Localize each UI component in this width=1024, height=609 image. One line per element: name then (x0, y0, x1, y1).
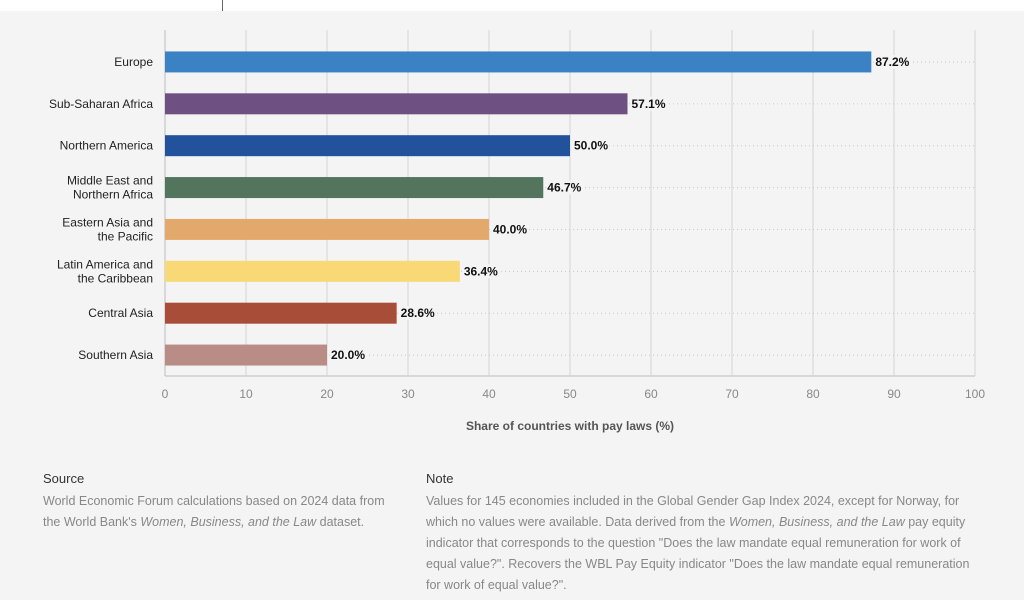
note-text-part: pay equity indicator that corresponds to… (426, 515, 970, 592)
category-label-line: Northern Africa (73, 188, 153, 202)
bar-value-label: 28.6% (401, 306, 435, 320)
chart-ticks: 0 10 20 30 40 50 60 70 80 90 100 Europe Sub-Saharan … (49, 55, 985, 401)
note-block: Note Values for 145 economies included i… (426, 468, 986, 596)
note-text-italic: Women, Business, and the Law (728, 515, 905, 529)
chart-grid (164, 30, 976, 377)
x-tick-label: 20 (320, 387, 334, 401)
category-label-line: Southern Asia (78, 348, 153, 362)
bar-value-bg (399, 306, 437, 321)
category-label-line: Latin America and (57, 257, 153, 271)
source-block: Source World Economic Forum calculations… (43, 468, 388, 533)
bar-value-label: 20.0% (331, 348, 365, 362)
bar-value-label: 57.1% (632, 97, 666, 111)
bar-value-bg (874, 54, 911, 69)
bar-chart: 87.2% 57.1% 50.0% 46.7% 40.0% 36.4% 28.6% 20.0%… (49, 30, 985, 433)
x-tick-label: 80 (806, 387, 820, 401)
category-label-line: Central Asia (88, 306, 153, 320)
bar-value-label: 40.0% (493, 222, 527, 236)
category-label: Central Asia (88, 306, 153, 320)
bar-value-label: 46.7% (547, 181, 581, 195)
bar (165, 93, 628, 115)
bar (165, 177, 544, 199)
x-tick-label: 0 (162, 387, 169, 401)
x-tick-label: 40 (482, 387, 496, 401)
source-heading: Source (43, 471, 85, 486)
top-divider (222, 0, 223, 11)
category-label: Southern Asia (78, 348, 153, 362)
x-axis-title: Share of countries with pay laws (%) (466, 419, 674, 433)
x-tick-label: 90 (887, 387, 901, 401)
bar (165, 260, 460, 282)
category-label: Latin America and the Caribbean (57, 257, 153, 285)
x-tick-label: 60 (644, 387, 658, 401)
x-tick-label: 10 (239, 387, 253, 401)
note-text-part: Values for 145 economies included in the… (426, 494, 960, 529)
source-text-italic: Women, Business, and the Law (140, 515, 317, 529)
bottom-strip (0, 600, 1024, 609)
category-label: Northern America (60, 139, 154, 153)
source-text-part: dataset. (316, 515, 365, 529)
category-label: Middle East and Northern Africa (67, 174, 153, 202)
category-label-line: Europe (114, 55, 153, 69)
bar-value-bg (462, 264, 500, 279)
category-label-line: the Caribbean (78, 271, 153, 285)
category-label-line: Middle East and (67, 174, 153, 188)
category-label: Eastern Asia and the Pacific (62, 215, 153, 243)
bar (165, 51, 872, 73)
source-text: World Economic Forum calculations based … (43, 491, 388, 533)
x-tick-label: 70 (725, 387, 739, 401)
x-tick-label: 100 (965, 387, 985, 401)
bar-value-bg (546, 180, 583, 195)
category-label: Europe (114, 55, 153, 69)
x-tick-label: 50 (563, 387, 577, 401)
category-label-line: Northern America (60, 139, 154, 153)
category-label-line: Eastern Asia and (62, 215, 153, 229)
bar-value-bg (492, 222, 529, 237)
top-strip (0, 0, 1024, 11)
x-tick-label: 30 (401, 387, 415, 401)
bar-value-label: 87.2% (875, 55, 909, 69)
bar (165, 135, 570, 157)
chart-bars: 87.2% 57.1% 50.0% 46.7% 40.0% 36.4% 28.6% 20.0% (165, 51, 911, 366)
category-label-line: the Pacific (98, 229, 153, 243)
bar (165, 218, 489, 240)
note-heading: Note (426, 471, 454, 486)
category-label: Sub-Saharan Africa (49, 97, 153, 111)
category-label-line: Sub-Saharan Africa (49, 97, 153, 111)
bar-value-bg (330, 348, 367, 363)
note-text: Values for 145 economies included in the… (426, 491, 986, 596)
bar (165, 344, 327, 366)
bar-value-bg (573, 138, 610, 153)
bar (165, 302, 397, 324)
bar-value-label: 36.4% (464, 264, 498, 278)
source-text-part: World Economic Forum calculations based … (43, 494, 385, 529)
bar-value-label: 50.0% (574, 139, 608, 153)
bar-value-bg (630, 96, 667, 111)
